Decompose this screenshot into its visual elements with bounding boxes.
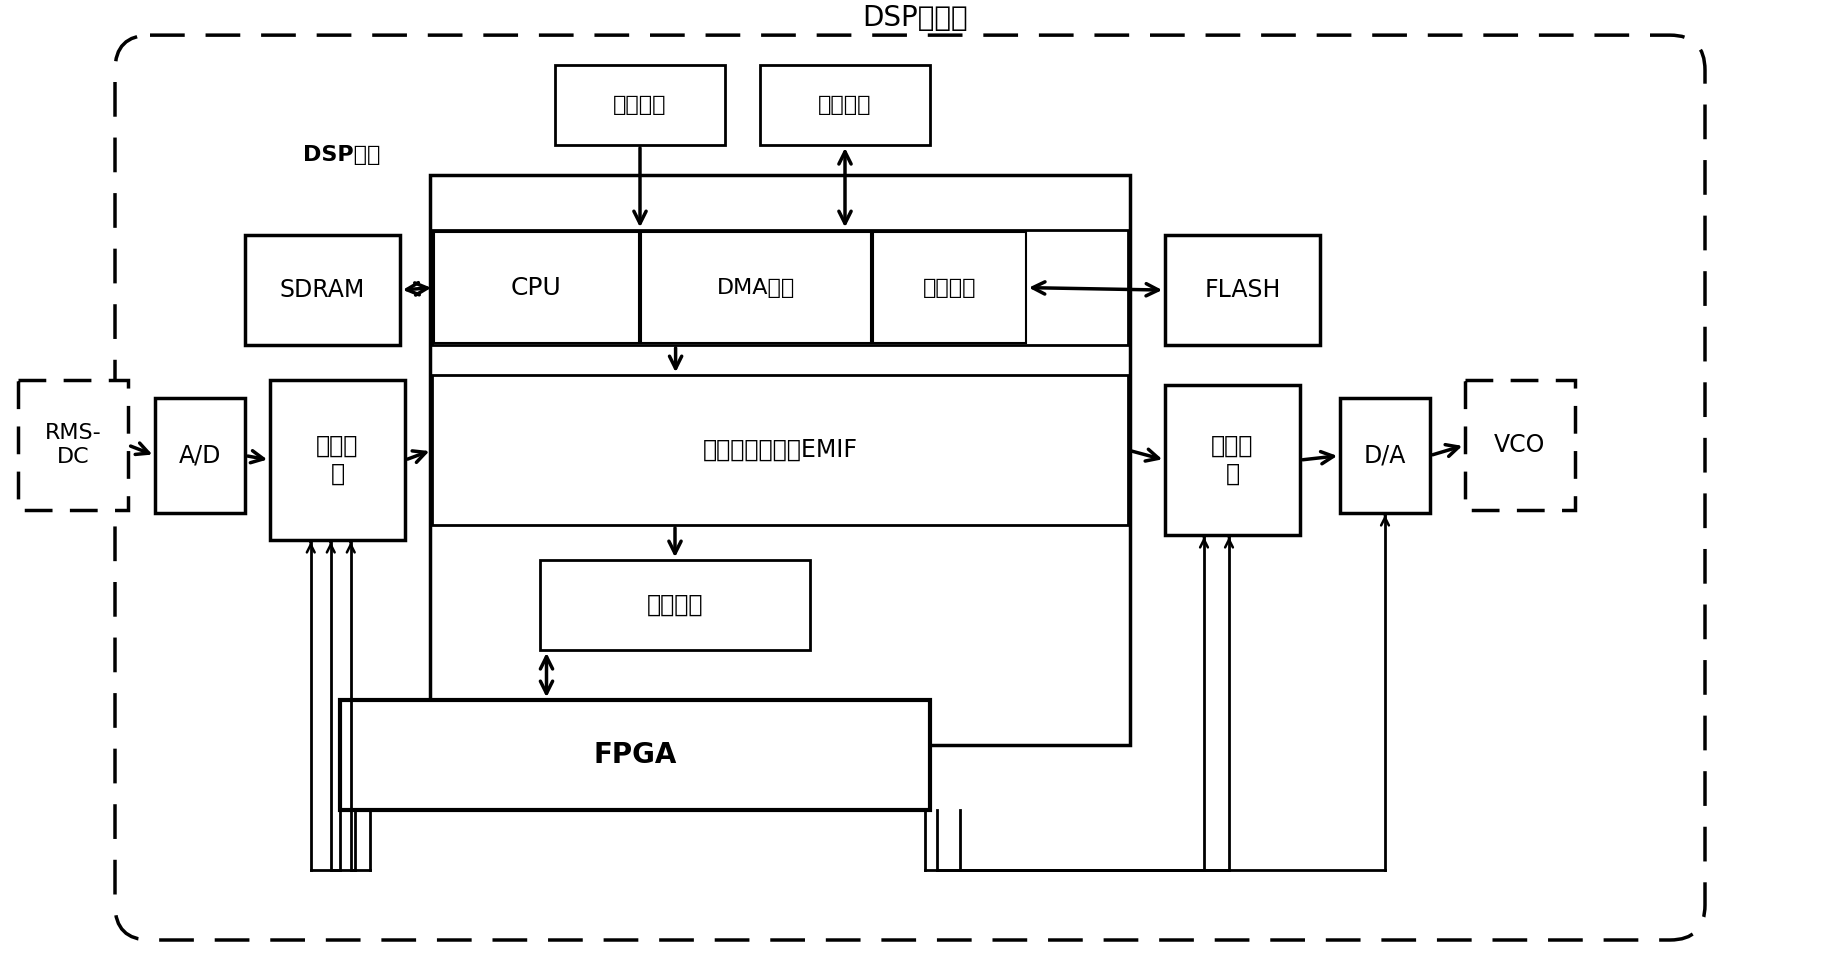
Text: A/D: A/D xyxy=(179,444,221,468)
Bar xyxy=(1340,398,1429,513)
Bar xyxy=(271,380,404,540)
Text: CPU: CPU xyxy=(511,276,562,300)
Text: 片内缓存: 片内缓存 xyxy=(922,278,975,298)
Text: 外部时钟: 外部时钟 xyxy=(613,95,666,115)
Text: DSP芝片: DSP芝片 xyxy=(302,145,381,165)
Bar xyxy=(540,560,811,650)
Text: 外部存储器接口EMIF: 外部存储器接口EMIF xyxy=(703,438,858,462)
Bar xyxy=(156,398,245,513)
Text: FPGA: FPGA xyxy=(593,741,677,769)
Bar xyxy=(18,380,128,510)
Bar xyxy=(340,700,930,810)
Bar xyxy=(1166,235,1319,345)
Text: VCO: VCO xyxy=(1495,433,1546,457)
Bar xyxy=(245,235,401,345)
Bar xyxy=(1166,385,1299,535)
Bar xyxy=(554,65,725,145)
Bar xyxy=(640,232,871,343)
Bar xyxy=(430,175,1129,745)
Bar xyxy=(432,375,1127,525)
Bar xyxy=(873,232,1027,343)
Bar xyxy=(759,65,930,145)
Bar xyxy=(432,230,1127,345)
Text: D/A: D/A xyxy=(1363,444,1405,468)
Text: 数据缓
冲: 数据缓 冲 xyxy=(317,434,359,486)
Text: 串行接口: 串行接口 xyxy=(818,95,871,115)
Text: FLASH: FLASH xyxy=(1204,278,1281,302)
Text: DSP电路板: DSP电路板 xyxy=(862,4,968,32)
Text: 中断控制: 中断控制 xyxy=(646,593,703,617)
Text: RMS-
DC: RMS- DC xyxy=(44,424,101,467)
Text: DMA控制: DMA控制 xyxy=(717,278,794,298)
FancyBboxPatch shape xyxy=(115,35,1706,940)
Bar xyxy=(1466,380,1576,510)
Bar xyxy=(434,232,639,343)
Text: SDRAM: SDRAM xyxy=(280,278,366,302)
Text: 数据缓
冲: 数据缓 冲 xyxy=(1211,434,1254,486)
